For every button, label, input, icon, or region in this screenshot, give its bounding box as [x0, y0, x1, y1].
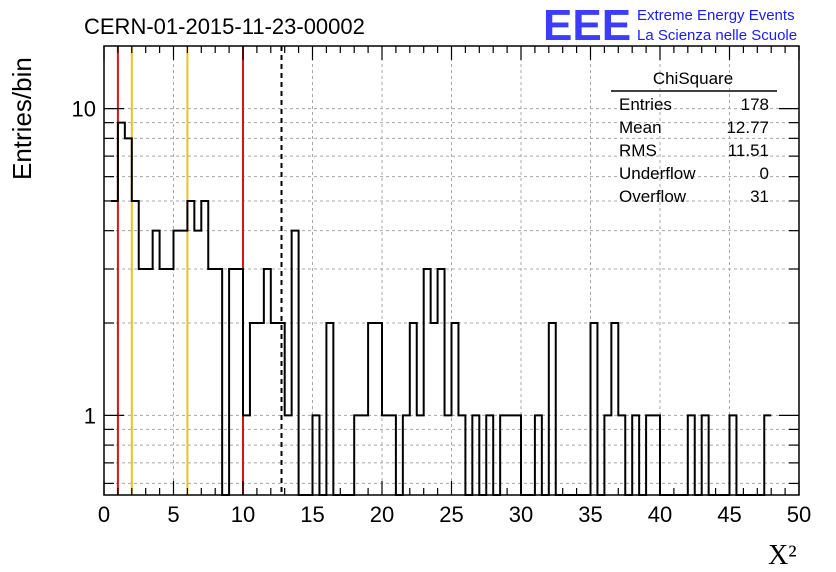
stats-box-rows: Entries 178 Mean 12.77 RMS 11.51 Underflow 0 Ove… — [619, 95, 769, 206]
stats-row-label: RMS — [619, 141, 657, 160]
x-tick-label: 15 — [300, 502, 324, 527]
stats-row-value: 12.77 — [726, 118, 769, 137]
x-tick-label: 40 — [648, 502, 672, 527]
eee-logo-line2: La Scienza nelle Scuole — [637, 27, 797, 44]
x-tick-label: 20 — [370, 502, 394, 527]
x-tick-label: 25 — [439, 502, 463, 527]
stats-row-label: Entries — [619, 95, 672, 114]
x-tick-label: 30 — [509, 502, 533, 527]
eee-logo: EEE Extreme Energy Events La Scienza nel… — [543, 1, 797, 50]
eee-logo-letters: EEE — [543, 1, 631, 50]
stats-box: ChiSquare Entries 178 Mean 12.77 RMS 11.51 Und… — [611, 69, 777, 206]
x-tick-label: 5 — [167, 502, 179, 527]
eee-logo-line1: Extreme Energy Events — [637, 7, 795, 24]
axes: 0 5 10 15 20 25 30 35 40 45 50 1 10 — [72, 45, 811, 527]
histogram-series — [110, 121, 772, 496]
marker-lines — [116, 46, 283, 495]
x-tick-label: 50 — [787, 502, 811, 527]
y-axis-label: Entries/bin — [7, 57, 37, 180]
x-axis-label: X² — [768, 540, 797, 571]
y-tick-label: 1 — [84, 403, 96, 428]
stats-row-label: Overflow — [619, 187, 687, 206]
histogram-line — [110, 121, 772, 496]
stats-row-label: Mean — [619, 118, 662, 137]
stats-row-value: 31 — [750, 187, 769, 206]
y-tick-label: 10 — [72, 97, 96, 122]
stats-row-value: 0 — [760, 164, 769, 183]
stats-box-title: ChiSquare — [653, 69, 733, 88]
x-tick-label: 35 — [578, 502, 602, 527]
chart-title: CERN-01-2015-11-23-00002 — [84, 14, 365, 39]
stats-row-label: Underflow — [619, 164, 696, 183]
x-tick-label: 0 — [98, 502, 110, 527]
stats-row-value: 11.51 — [728, 141, 769, 160]
x-tick-label: 10 — [231, 502, 255, 527]
stats-row-value: 178 — [741, 95, 769, 114]
x-tick-label: 45 — [717, 502, 741, 527]
